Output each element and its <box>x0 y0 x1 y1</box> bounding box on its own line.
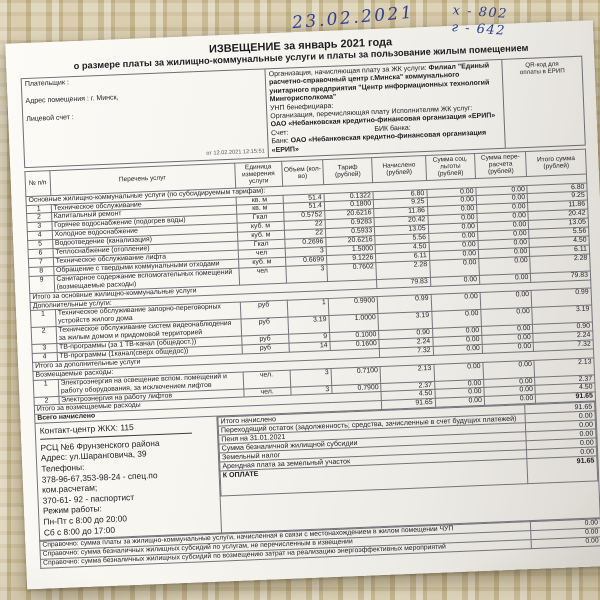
service-tariff: 0.7100 <box>330 366 381 385</box>
service-volume: 3.19 <box>287 315 330 335</box>
service-recalc: 0.00 <box>482 360 535 379</box>
service-recalc: 0.00 <box>480 290 533 310</box>
qr-label-line2: оплаты в ЕРИП <box>519 67 565 77</box>
column-header-2: Единица измерения услуги <box>234 161 283 188</box>
service-unit: чел <box>238 266 287 285</box>
column-header-8: Итого сумма (рублей) <box>525 149 587 177</box>
service-unit: руб <box>239 300 288 320</box>
service-unit: чел. <box>242 369 291 389</box>
handwritten-note: х - 802 г - 642 <box>451 2 509 40</box>
row-number: 1 <box>30 309 56 328</box>
row-number: 1 <box>33 379 59 397</box>
service-benefit: 0.00 <box>430 292 481 312</box>
payer-block: Плательщик : Адрес помещения : г. Минск,… <box>22 69 268 167</box>
organization-block: Организация, начисляющая плату за ЖК усл… <box>264 59 505 158</box>
service-benefit: 0.00 <box>433 362 484 381</box>
column-header-7: Сумма пере- расчета (рублей) <box>474 151 527 179</box>
totals-block: Контакт-центр ЖКХ: 115 РСЦ №6 Фрунзенско… <box>34 401 600 542</box>
service-tariff: 0.7602 <box>326 262 377 282</box>
services-table: № п/п Перечень услуг Единица измерения усл… <box>24 149 596 425</box>
service-tariff: 1.0000 <box>328 313 379 333</box>
service-volume: 1 <box>287 298 329 318</box>
service-recalc: 0.00 <box>480 307 533 327</box>
column-header-5: Начислено (рублей) <box>371 155 427 183</box>
row-number: 2 <box>31 326 57 345</box>
service-benefit: 0.00 <box>429 258 480 278</box>
service-tariff: 0.9900 <box>328 297 379 316</box>
summary-block: Итого начислено 91.65 Переходящий остаток … <box>217 402 599 533</box>
print-timestamp: от 12.02.2021 12:15:51 <box>206 148 265 157</box>
service-benefit: 0.00 <box>431 309 482 329</box>
payer-label: Плательщик : <box>24 79 69 89</box>
to-pay-value: 91.65 <box>526 456 598 484</box>
qr-code-box: QR-код для оплаты в ЕРИП <box>501 56 585 148</box>
reference-value: 0.00 <box>531 536 600 549</box>
service-recalc: 0.00 <box>478 256 531 276</box>
utility-bill-paper: ИЗВЕЩЕНИЕ за январь 2021 года о размере … <box>5 20 600 590</box>
address-label: Адрес помещения : г. Минск, <box>25 94 119 106</box>
column-header-4: Тариф (рублей) <box>322 157 373 185</box>
column-header-3: Объем (кол-во) <box>281 159 324 186</box>
service-unit: руб <box>240 317 289 337</box>
row-number: 9 <box>29 275 55 294</box>
column-header-0: № п/п <box>24 170 51 197</box>
org-bik-label: БИК банка: <box>374 124 411 133</box>
contact-info-block: Контакт-центр ЖКХ: 115 РСЦ №6 Фрунзенско… <box>35 416 223 540</box>
summary-table: Итого начислено 91.65 Переходящий остаток … <box>217 402 598 497</box>
column-header-6: Сумма соц. льготы (рублей) <box>425 153 476 181</box>
service-volume: 3 <box>285 264 328 283</box>
org-bank-label: Банк: <box>271 137 289 146</box>
org-account-label: Счет: <box>270 129 289 138</box>
service-volume: 3 <box>289 368 332 387</box>
account-label: Лицевой счет : <box>26 113 74 123</box>
